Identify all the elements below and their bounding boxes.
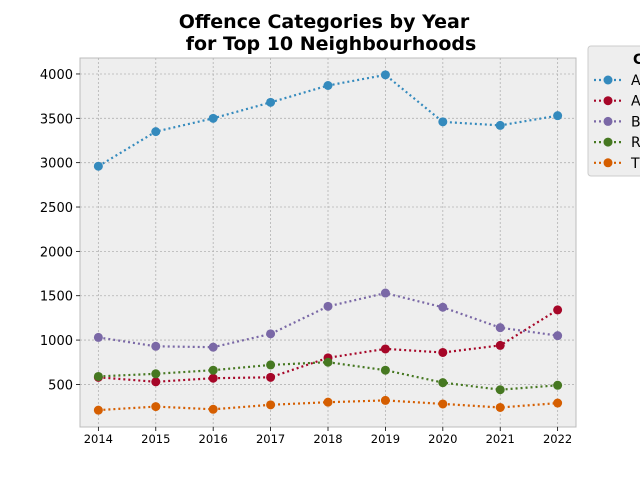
legend-marker bbox=[603, 75, 613, 85]
legend-marker bbox=[603, 137, 613, 147]
data-point bbox=[323, 357, 333, 367]
data-point bbox=[495, 402, 505, 412]
data-point bbox=[438, 378, 448, 388]
data-point bbox=[438, 399, 448, 409]
y-tick-label: 3000 bbox=[40, 157, 73, 172]
data-point bbox=[93, 161, 103, 171]
data-point bbox=[380, 288, 390, 298]
data-point bbox=[380, 395, 390, 405]
y-tick-label: 500 bbox=[48, 378, 73, 393]
data-point bbox=[208, 342, 218, 352]
x-tick-label: 2016 bbox=[199, 432, 228, 446]
data-point bbox=[438, 117, 448, 127]
legend-label: A bbox=[631, 73, 640, 89]
data-point bbox=[266, 372, 276, 382]
data-point bbox=[266, 360, 276, 370]
series-4 bbox=[93, 395, 563, 415]
legend-item[interactable]: R bbox=[594, 135, 640, 151]
legend-label: T bbox=[630, 156, 640, 172]
data-point bbox=[553, 398, 563, 408]
y-tick-label: 4000 bbox=[40, 68, 73, 83]
data-point bbox=[438, 347, 448, 357]
x-tick-label: 2022 bbox=[543, 432, 572, 446]
data-point bbox=[380, 344, 390, 354]
x-tick-label: 2017 bbox=[256, 432, 285, 446]
data-point bbox=[323, 301, 333, 311]
legend-item[interactable]: T bbox=[594, 156, 640, 172]
data-point bbox=[553, 111, 563, 121]
legend-label: A bbox=[631, 94, 640, 110]
data-point bbox=[208, 373, 218, 383]
data-point bbox=[93, 332, 103, 342]
legend-item[interactable]: A bbox=[594, 73, 640, 89]
chart-title-line2: for Top 10 Neighbourhoods bbox=[186, 33, 477, 55]
x-tick-label: 2014 bbox=[84, 432, 113, 446]
chart-title-line1: Offence Categories by Year bbox=[179, 11, 470, 33]
data-point bbox=[553, 305, 563, 315]
data-point bbox=[151, 369, 161, 379]
data-point bbox=[495, 340, 505, 350]
series-line bbox=[98, 308, 559, 383]
x-axis-ticks: 2014 2015 2016 2017 2018 2019 2020 2021 2022 bbox=[84, 427, 572, 446]
data-point bbox=[93, 371, 103, 381]
legend-box bbox=[587, 45, 640, 177]
series-line bbox=[98, 291, 558, 349]
data-point bbox=[495, 323, 505, 333]
series-0 bbox=[93, 70, 563, 171]
legend-marker bbox=[603, 96, 613, 106]
data-point bbox=[380, 70, 390, 80]
data-point bbox=[208, 404, 218, 414]
data-point bbox=[266, 329, 276, 339]
data-point bbox=[380, 365, 390, 375]
x-tick-label: 2020 bbox=[428, 432, 457, 446]
series-2 bbox=[93, 288, 563, 352]
data-point bbox=[553, 331, 563, 341]
data-point bbox=[553, 380, 563, 390]
data-point bbox=[208, 365, 218, 375]
data-point bbox=[266, 97, 276, 107]
y-tick-label: 2500 bbox=[40, 201, 73, 216]
data-point bbox=[151, 377, 161, 387]
data-point bbox=[495, 385, 505, 395]
x-tick-label: 2021 bbox=[486, 432, 515, 446]
x-tick-label: 2018 bbox=[313, 432, 342, 446]
data-point bbox=[323, 397, 333, 407]
legend-marker bbox=[603, 158, 613, 168]
y-tick-label: 3500 bbox=[40, 112, 73, 127]
data-point bbox=[151, 402, 161, 412]
y-tick-label: 1500 bbox=[40, 290, 73, 305]
legend-item[interactable]: B bbox=[594, 114, 640, 130]
series-group bbox=[93, 70, 563, 415]
y-tick-label: 1000 bbox=[40, 334, 73, 349]
data-point bbox=[495, 120, 505, 130]
data-point bbox=[266, 400, 276, 410]
data-point bbox=[151, 127, 161, 137]
legend-marker bbox=[603, 116, 613, 126]
data-point bbox=[438, 302, 448, 312]
series-3 bbox=[93, 357, 563, 395]
data-point bbox=[323, 80, 333, 90]
y-axis-ticks: 500 1000 1500 2000 2500 3000 3500 4000 bbox=[40, 68, 80, 393]
data-point bbox=[208, 113, 218, 123]
legend-label: B bbox=[631, 114, 640, 130]
y-tick-label: 2000 bbox=[40, 245, 73, 260]
legend-item[interactable]: A bbox=[594, 94, 640, 110]
legend-label: R bbox=[631, 135, 640, 151]
legend-title: C bbox=[633, 52, 640, 68]
data-point bbox=[93, 405, 103, 415]
x-tick-label: 2019 bbox=[371, 432, 400, 446]
x-tick-label: 2015 bbox=[141, 432, 170, 446]
data-point bbox=[151, 341, 161, 351]
